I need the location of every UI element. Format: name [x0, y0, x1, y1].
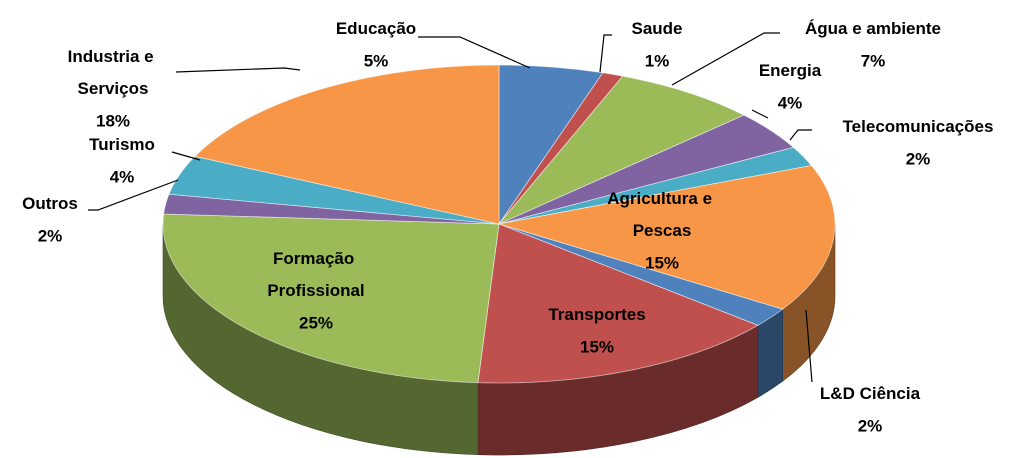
category-label: Água e ambiente	[805, 19, 941, 38]
pie-slice	[477, 223, 759, 384]
leader-line	[789, 129, 812, 141]
leader-line	[805, 309, 813, 383]
value-label: 2%	[38, 226, 63, 245]
category-label: Energia	[759, 61, 822, 80]
pie-slice	[498, 75, 745, 225]
leader-line	[599, 34, 612, 73]
leader-line	[175, 67, 301, 73]
leader-lines	[88, 32, 813, 383]
category-label: Transportes	[548, 305, 645, 324]
pie-slice	[194, 64, 500, 225]
pie-slice	[498, 165, 836, 310]
value-label: 18%	[96, 111, 130, 130]
category-label: Industria e Serviços	[68, 47, 159, 98]
category-label: Outros	[22, 194, 78, 213]
leader-line	[88, 179, 179, 211]
labels: Educação 5% Saude 1% Água e ambiente 7% Energi…	[22, 19, 993, 435]
value-label: 2%	[906, 149, 931, 168]
leader-line	[671, 32, 780, 86]
category-label: Turismo	[89, 135, 155, 154]
value-label: 4%	[110, 167, 135, 186]
category-label: Formação Profissional	[267, 249, 364, 300]
value-label: 2%	[858, 416, 883, 435]
value-label: 1%	[645, 51, 670, 70]
value-label: 4%	[778, 93, 803, 112]
value-label: 5%	[364, 51, 389, 70]
leader-line	[751, 109, 769, 119]
value-label: 7%	[861, 51, 886, 70]
leader-line	[418, 36, 531, 69]
pie-slice	[162, 213, 500, 384]
category-label: Telecomunicações	[843, 117, 994, 136]
value-label: 25%	[299, 313, 333, 332]
category-label: Saude	[631, 19, 682, 38]
category-label: Agricultura e Pescas	[607, 189, 717, 240]
pie-tops	[162, 64, 836, 384]
leader-line	[171, 151, 201, 161]
category-label: Educação	[336, 19, 416, 38]
value-label: 15%	[580, 337, 614, 356]
pie-sides	[162, 223, 836, 456]
category-label: L&D Ciência	[820, 384, 921, 403]
value-label: 15%	[645, 253, 679, 272]
